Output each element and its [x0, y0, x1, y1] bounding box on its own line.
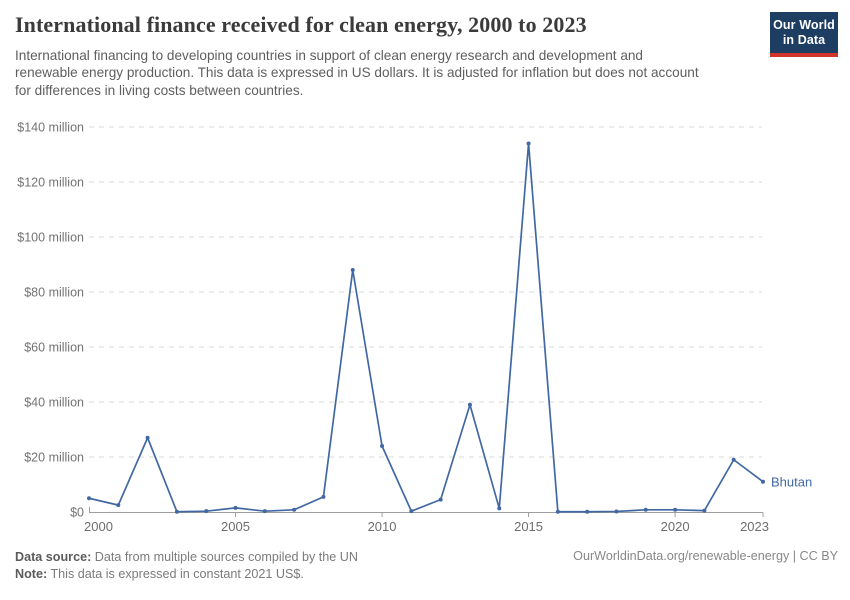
credit-line: OurWorldinData.org/renewable-energy | CC…: [573, 549, 838, 563]
data-source-text: Data from multiple sources compiled by t…: [91, 550, 358, 564]
data-point[interactable]: [643, 507, 648, 512]
y-axis-label: $40 million: [24, 396, 84, 410]
owid-logo-line2: in Data: [782, 32, 826, 47]
data-point[interactable]: [292, 507, 297, 512]
data-point[interactable]: [262, 509, 267, 514]
note-text: This data is expressed in constant 2021 …: [47, 566, 304, 581]
data-point[interactable]: [614, 509, 619, 514]
x-axis-label: 2023: [740, 519, 769, 534]
y-axis-label: $100 million: [17, 231, 84, 245]
owid-logo-line1: Our World: [773, 17, 835, 32]
y-axis-label: $60 million: [24, 341, 84, 355]
chart-footer: Data source: Data from multiple sources …: [15, 549, 358, 582]
data-point[interactable]: [438, 497, 443, 502]
chart-header: International finance received for clean…: [15, 12, 755, 99]
data-point[interactable]: [116, 503, 121, 508]
y-axis-label: $80 million: [24, 286, 84, 300]
note-label: Note:: [15, 566, 48, 581]
x-axis-label: 2005: [221, 519, 250, 534]
data-point[interactable]: [585, 509, 590, 514]
data-source-line: Data source: Data from multiple sources …: [15, 549, 358, 566]
y-axis-label: $20 million: [24, 451, 84, 465]
data-source-label: Data source:: [15, 550, 92, 564]
data-point[interactable]: [526, 141, 531, 146]
data-point[interactable]: [174, 509, 179, 514]
x-axis-label: 2010: [368, 519, 397, 534]
series-line[interactable]: [88, 142, 764, 513]
data-point[interactable]: [350, 268, 355, 272]
chart-title: International finance received for clean…: [15, 12, 587, 37]
data-point[interactable]: [702, 508, 707, 513]
data-point[interactable]: [204, 509, 209, 514]
data-point[interactable]: [761, 479, 765, 484]
y-axis-label: $120 million: [17, 176, 84, 190]
data-point[interactable]: [731, 457, 736, 462]
x-axis-label: 2015: [514, 519, 543, 534]
note-line: Note: This data is expressed in constant…: [15, 566, 358, 583]
series-label-bhutan[interactable]: Bhutan: [771, 474, 812, 489]
data-point[interactable]: [321, 494, 326, 499]
data-point[interactable]: [673, 507, 678, 512]
x-axis-label: 2020: [661, 519, 690, 534]
data-point[interactable]: [145, 435, 150, 440]
data-point[interactable]: [497, 506, 502, 511]
data-point[interactable]: [409, 509, 414, 514]
data-point[interactable]: [467, 402, 472, 407]
data-point[interactable]: [87, 496, 91, 501]
x-axis-label: 2000: [84, 519, 113, 534]
data-point[interactable]: [380, 444, 385, 448]
data-point[interactable]: [555, 509, 560, 514]
chart-subtitle: International financing to developing co…: [15, 48, 699, 98]
y-axis-label: $140 million: [17, 121, 84, 135]
data-point[interactable]: [233, 505, 238, 510]
y-axis-label: $0: [70, 506, 84, 520]
owid-logo: Our World in Data: [770, 12, 838, 57]
